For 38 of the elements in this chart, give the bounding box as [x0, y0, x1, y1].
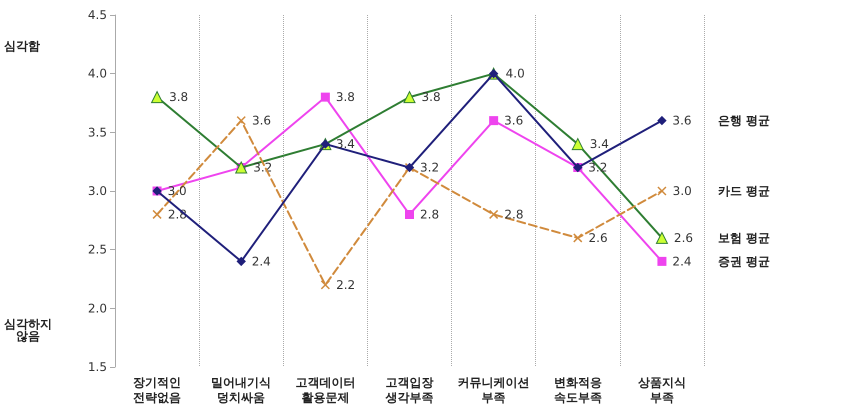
y-tick-label: 4.0 — [88, 66, 107, 81]
data-label: 2.4 — [252, 254, 271, 268]
data-label: 4.0 — [506, 66, 525, 81]
data-label: 3.2 — [420, 160, 440, 175]
y-tick-label: 4.5 — [88, 8, 107, 22]
data-label: 3.0 — [672, 184, 692, 198]
text: 증권 평균 — [718, 254, 770, 268]
x-tick-label: 커뮤니케이션 부족 — [458, 376, 530, 404]
x-tick-label: 장기적인 전략없음 — [133, 376, 182, 404]
data-label: 3.8 — [336, 90, 355, 104]
data-label: 2.8 — [504, 207, 524, 222]
data-label: 2.8 — [420, 207, 440, 222]
data-label: 2.6 — [588, 230, 608, 245]
data-label: 3.4 — [590, 137, 609, 152]
text: 은행 평균 — [718, 114, 770, 128]
y-tick-label: 2.0 — [88, 301, 107, 316]
data-label: 2.6 — [674, 230, 694, 245]
x-tick-label: 상품지식 부족 — [636, 376, 686, 404]
data-label: 3.6 — [672, 114, 692, 128]
data-label: 3.6 — [252, 114, 272, 128]
x-tick-label: 고객데이터 활용문제 — [295, 376, 356, 404]
x-tick-label: 변화적응 속도부족 — [554, 376, 602, 404]
data-label: 3.8 — [169, 90, 188, 104]
text: 보험 평균 — [718, 230, 770, 245]
x-tick-label: 고객입장 생각부족 — [384, 376, 434, 404]
y-tick-label: 2.5 — [88, 242, 107, 257]
data-label: 3.4 — [336, 137, 355, 152]
data-label: 3.6 — [504, 114, 524, 128]
text: 심각하지 않음 — [4, 317, 52, 343]
x-tick-label: 밀어내기식 덩치싸움 — [211, 376, 272, 404]
data-label: 2.2 — [336, 278, 356, 292]
y-tick-label: 1.5 — [88, 360, 107, 374]
y-tick-label: 3.0 — [88, 184, 107, 198]
text: 카드 평균 — [718, 184, 770, 198]
y-tick-label: 3.5 — [88, 125, 107, 140]
data-label: 2.4 — [672, 254, 692, 268]
text: 심각함 — [4, 39, 40, 53]
data-label: 3.8 — [422, 90, 441, 104]
